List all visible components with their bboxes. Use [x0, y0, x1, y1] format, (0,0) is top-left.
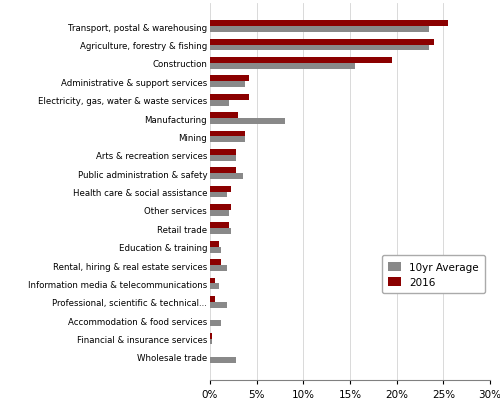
Bar	[210, 186, 231, 192]
Bar	[210, 137, 246, 143]
Bar	[210, 100, 229, 106]
Bar	[210, 210, 229, 216]
Bar	[210, 259, 221, 266]
Bar	[210, 266, 227, 271]
Bar	[210, 113, 238, 119]
Bar	[210, 168, 236, 174]
Bar	[210, 58, 392, 64]
Bar	[210, 320, 221, 326]
Bar	[210, 155, 236, 161]
Bar	[210, 119, 284, 125]
Bar	[210, 82, 246, 88]
Bar	[210, 21, 448, 27]
Bar	[210, 229, 231, 235]
Bar	[210, 192, 227, 198]
Bar	[210, 76, 249, 82]
Bar	[210, 174, 242, 180]
Bar	[210, 64, 354, 70]
Bar	[210, 27, 430, 33]
Bar	[210, 339, 212, 344]
Bar	[210, 284, 220, 290]
Bar	[210, 204, 231, 210]
Legend: 10yr Average, 2016: 10yr Average, 2016	[382, 256, 485, 294]
Bar	[210, 45, 430, 51]
Bar	[210, 278, 214, 284]
Bar	[210, 241, 220, 247]
Bar	[210, 131, 246, 137]
Bar	[210, 95, 249, 100]
Bar	[210, 296, 214, 302]
Bar	[210, 302, 227, 308]
Bar	[210, 40, 434, 45]
Bar	[210, 333, 212, 339]
Bar	[210, 247, 221, 253]
Bar	[210, 223, 229, 229]
Bar	[210, 150, 236, 155]
Bar	[210, 357, 236, 363]
